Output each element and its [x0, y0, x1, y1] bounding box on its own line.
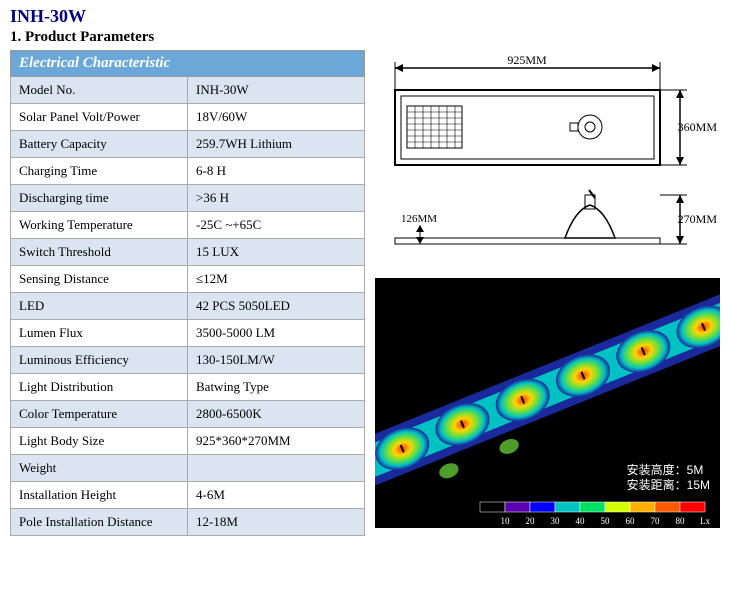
spec-value: 130-150LM/W [188, 347, 365, 374]
table-row: Model No.INH-30W [11, 77, 365, 104]
svg-text:30: 30 [551, 516, 561, 526]
table-row: Luminous Efficiency130-150LM/W [11, 347, 365, 374]
table-row: Sensing Distance≤12M [11, 266, 365, 293]
spec-table: Electrical Characteristic Model No.INH-3… [10, 50, 365, 536]
spec-label: Lumen Flux [11, 320, 188, 347]
table-header: Electrical Characteristic [11, 51, 365, 77]
page-title: INH-30W [10, 6, 720, 27]
svg-text:80: 80 [676, 516, 686, 526]
spec-label: Color Temperature [11, 401, 188, 428]
spec-label: Model No. [11, 77, 188, 104]
spec-label: Light Distribution [11, 374, 188, 401]
table-row: Discharging time>36 H [11, 185, 365, 212]
spec-value: >36 H [188, 185, 365, 212]
spec-value: 18V/60W [188, 104, 365, 131]
svg-text:60: 60 [626, 516, 636, 526]
spec-label: Solar Panel Volt/Power [11, 104, 188, 131]
table-row: Installation Height4-6M [11, 482, 365, 509]
table-row: Battery Capacity259.7WH Lithium [11, 131, 365, 158]
spec-value: Batwing Type [188, 374, 365, 401]
spec-value: -25C ~+65C [188, 212, 365, 239]
table-row: Working Temperature-25C ~+65C [11, 212, 365, 239]
dim-height-upper-label: 360MM [678, 120, 718, 134]
dim-width-label: 925MM [507, 53, 547, 67]
spec-value [188, 455, 365, 482]
svg-text:Lx: Lx [700, 516, 710, 526]
spec-value: 15 LUX [188, 239, 365, 266]
spec-label: LED [11, 293, 188, 320]
spec-label: Luminous Efficiency [11, 347, 188, 374]
svg-text:50: 50 [601, 516, 611, 526]
spec-value: 3500-5000 LM [188, 320, 365, 347]
table-row: Solar Panel Volt/Power18V/60W [11, 104, 365, 131]
dim-height-lower-label: 270MM [678, 212, 718, 226]
table-row: Light DistributionBatwing Type [11, 374, 365, 401]
section-heading: 1. Product Parameters [10, 29, 720, 46]
dimension-drawing: 925MM [375, 50, 720, 270]
heatmap-annotation-2: 安装距离：15M [627, 478, 710, 494]
spec-label: Battery Capacity [11, 131, 188, 158]
spec-value: 259.7WH Lithium [188, 131, 365, 158]
table-row: Pole Installation Distance12-18M [11, 509, 365, 536]
spec-label: Switch Threshold [11, 239, 188, 266]
table-row: Switch Threshold15 LUX [11, 239, 365, 266]
table-row: Charging Time6-8 H [11, 158, 365, 185]
dim-depth-label: 126MM [401, 213, 437, 225]
spec-value: 925*360*270MM [188, 428, 365, 455]
spec-label: Weight [11, 455, 188, 482]
svg-text:20: 20 [526, 516, 536, 526]
spec-label: Installation Height [11, 482, 188, 509]
spec-value: 2800-6500K [188, 401, 365, 428]
spec-value: INH-30W [188, 77, 365, 104]
table-row: Weight [11, 455, 365, 482]
illumination-heatmap: 10 20 30 40 50 60 70 80 Lx 安装高度：5M 安装距离：15M [375, 278, 720, 528]
table-row: Light Body Size925*360*270MM [11, 428, 365, 455]
spec-value: 12-18M [188, 509, 365, 536]
spec-label: Sensing Distance [11, 266, 188, 293]
spec-value: 42 PCS 5050LED [188, 293, 365, 320]
svg-text:40: 40 [576, 516, 586, 526]
spec-label: Working Temperature [11, 212, 188, 239]
spec-label: Charging Time [11, 158, 188, 185]
table-row: Color Temperature2800-6500K [11, 401, 365, 428]
table-row: Lumen Flux3500-5000 LM [11, 320, 365, 347]
spec-label: Discharging time [11, 185, 188, 212]
table-row: LED42 PCS 5050LED [11, 293, 365, 320]
spec-label: Pole Installation Distance [11, 509, 188, 536]
svg-text:70: 70 [651, 516, 661, 526]
spec-value: 6-8 H [188, 158, 365, 185]
heatmap-annotation-1: 安装高度：5M [627, 463, 710, 479]
spec-value: 4-6M [188, 482, 365, 509]
spec-label: Light Body Size [11, 428, 188, 455]
spec-value: ≤12M [188, 266, 365, 293]
svg-text:10: 10 [501, 516, 511, 526]
